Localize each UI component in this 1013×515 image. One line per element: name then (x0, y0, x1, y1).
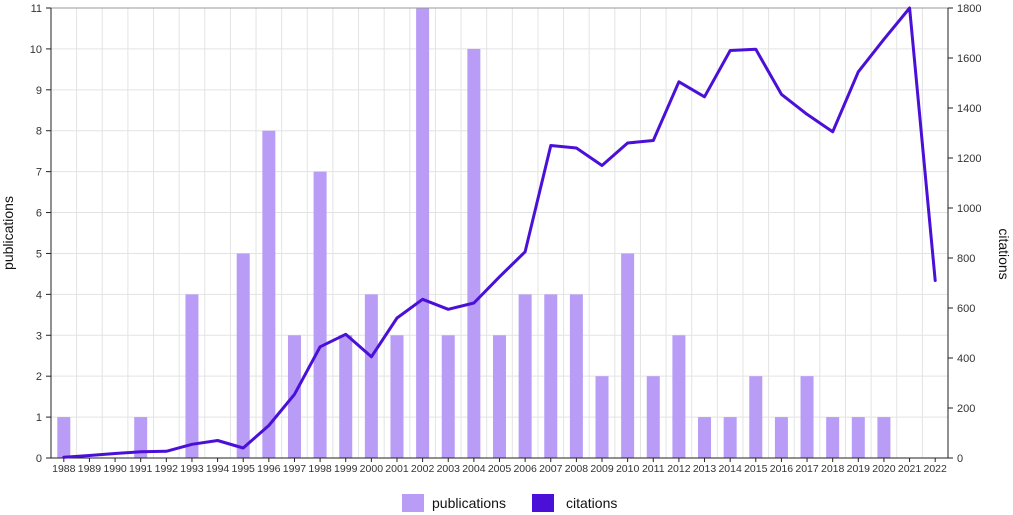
x-tick-label: 1989 (78, 463, 102, 475)
publications-bar (441, 335, 455, 458)
publications-bar (851, 417, 865, 458)
publications-bar (313, 171, 327, 459)
y-tick-label: 8 (36, 126, 42, 138)
legend-publications-swatch (402, 494, 424, 512)
legend-citations-swatch (532, 494, 554, 512)
publications-bar (569, 294, 583, 458)
publications-bar (544, 294, 558, 458)
y-axis-title: publications (0, 196, 16, 270)
y2-tick-label: 1000 (957, 203, 981, 215)
x-tick-label: 2005 (488, 463, 512, 475)
publications-bar (493, 335, 506, 458)
x-tick-label: 1988 (52, 463, 76, 475)
publications-bar (877, 417, 891, 458)
y-tick-label: 9 (36, 85, 42, 97)
publications-bar (467, 48, 481, 459)
x-tick-label: 2021 (898, 463, 922, 475)
publications-bar (364, 294, 378, 458)
x-tick-label: 2018 (821, 463, 845, 475)
y-tick-label: 1 (36, 412, 42, 424)
x-tick-label: 2014 (718, 463, 742, 475)
y2-tick-label: 1200 (957, 153, 981, 165)
x-tick-label: 1998 (308, 463, 332, 475)
x-tick-label: 2015 (744, 463, 768, 475)
legend-publications-label: publications (432, 495, 506, 511)
x-tick-label: 2002 (411, 463, 435, 475)
right-axis-ticks: 0 200 400 600 800 1000 1200 1400 1600 1800 (948, 3, 981, 465)
publications-bar (749, 376, 763, 458)
x-tick-label: 1991 (129, 463, 153, 475)
x-tick-label: 2016 (770, 463, 794, 475)
publications-bar (800, 376, 814, 458)
y-tick-label: 2 (36, 371, 42, 383)
x-tick-label: 2012 (667, 463, 691, 475)
publications-bar (698, 417, 712, 458)
publications-bars (57, 8, 891, 459)
x-tick-label: 2017 (795, 463, 819, 475)
publications-bar (57, 417, 71, 458)
publications-bar (236, 253, 250, 458)
x-tick-label: 2004 (462, 463, 486, 475)
y2-tick-label: 200 (957, 403, 975, 415)
publications-bar (416, 8, 430, 458)
x-tick-label: 1992 (155, 463, 179, 475)
y2-axis-title: citations (996, 228, 1012, 279)
x-tick-label: 2007 (539, 463, 563, 475)
publications-bar (185, 294, 199, 458)
y-tick-label: 5 (36, 248, 42, 260)
publications-bar (826, 417, 840, 458)
y2-tick-label: 800 (957, 253, 975, 265)
y2-tick-label: 0 (957, 453, 963, 465)
y-tick-label: 7 (36, 167, 42, 179)
y-tick-label: 0 (36, 453, 42, 465)
y2-tick-label: 600 (957, 303, 975, 315)
legend-citations-label: citations (566, 495, 617, 511)
x-tick-label: 2011 (642, 463, 665, 475)
publications-bar (774, 417, 788, 458)
x-tick-label: 1996 (257, 463, 281, 475)
x-tick-label: 2009 (590, 463, 614, 475)
y2-tick-label: 1800 (957, 3, 981, 15)
x-tick-label: 1994 (206, 463, 230, 475)
x-tick-label: 2006 (513, 463, 537, 475)
y2-tick-label: 400 (957, 353, 975, 365)
x-tick-label: 2013 (693, 463, 717, 475)
x-tick-label: 1999 (334, 463, 358, 475)
x-tick-label: 1993 (180, 463, 204, 475)
publications-bar (621, 253, 635, 458)
publications-bar (518, 294, 532, 458)
legend: publications citations (402, 494, 617, 512)
publications-bar (339, 335, 353, 458)
x-tick-label: 2003 (437, 463, 461, 475)
x-axis-ticks: 1988 1989 1990 1991 1992 1993 1994 1995 1996 1997… (52, 458, 947, 475)
x-tick-label: 2010 (616, 463, 640, 475)
y-tick-label: 3 (36, 330, 42, 342)
publications-bar (134, 417, 148, 458)
publications-bar (723, 417, 737, 458)
x-tick-label: 2001 (385, 463, 409, 475)
y-tick-label: 10 (30, 44, 42, 56)
x-tick-label: 1995 (232, 463, 256, 475)
publications-bar (595, 376, 609, 458)
y-tick-label: 4 (36, 289, 42, 301)
y2-tick-label: 1600 (957, 53, 981, 65)
publications-bar (262, 130, 276, 458)
x-tick-label: 2000 (360, 463, 384, 475)
x-tick-label: 1997 (283, 463, 307, 475)
x-tick-label: 2008 (565, 463, 589, 475)
left-axis-ticks: 0 1 2 3 4 5 6 7 8 9 10 11 (30, 3, 51, 465)
publications-bar (646, 376, 660, 458)
x-tick-label: 2019 (847, 463, 871, 475)
publications-bar (672, 335, 686, 458)
x-tick-label: 1990 (103, 463, 127, 475)
y-tick-label: 6 (36, 208, 42, 220)
citations-line-group (62, 6, 937, 459)
x-tick-label: 2020 (872, 463, 896, 475)
y2-tick-label: 1400 (957, 103, 981, 115)
citations-line (62, 6, 937, 459)
publications-bar (390, 335, 404, 458)
y-tick-label: 11 (31, 3, 42, 15)
x-tick-label: 2022 (924, 463, 948, 475)
